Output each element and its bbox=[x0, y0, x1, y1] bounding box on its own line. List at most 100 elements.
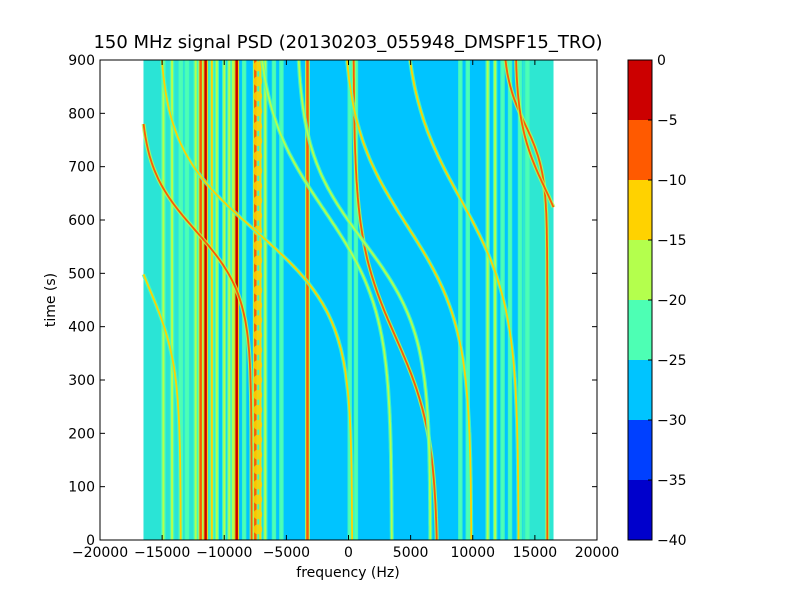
psd-bead bbox=[253, 330, 263, 341]
psd-bead bbox=[253, 375, 263, 385]
psd-bead bbox=[253, 345, 263, 356]
psd-bead bbox=[253, 389, 263, 400]
psd-bead bbox=[253, 419, 263, 430]
psd-line bbox=[272, 60, 275, 540]
psd-line bbox=[210, 60, 213, 540]
psd-line bbox=[466, 60, 469, 540]
colorbar-band bbox=[628, 60, 652, 120]
psd-line bbox=[348, 60, 351, 540]
psd-line bbox=[231, 60, 234, 540]
colorbar-band bbox=[628, 240, 652, 300]
psd-line bbox=[194, 60, 197, 540]
doppler-track bbox=[161, 60, 353, 540]
y-tick-label: 800 bbox=[68, 106, 95, 122]
colorbar-band bbox=[628, 420, 652, 480]
psd-bead bbox=[253, 449, 263, 460]
colorbar-band bbox=[628, 300, 652, 360]
colorbar-tick-label: −20 bbox=[657, 293, 687, 309]
psd-line bbox=[223, 60, 226, 540]
psd-line bbox=[228, 60, 231, 540]
psd-line bbox=[215, 60, 218, 540]
psd-line bbox=[518, 60, 521, 540]
doppler-track bbox=[142, 123, 253, 540]
y-tick-label: 500 bbox=[68, 266, 95, 282]
psd-line bbox=[199, 60, 202, 540]
psd-bead bbox=[253, 121, 263, 132]
x-tick-label: −10000 bbox=[196, 545, 252, 561]
doppler-track bbox=[352, 60, 438, 540]
psd-bead bbox=[253, 434, 263, 445]
psd-bead bbox=[253, 165, 263, 176]
psd-bead bbox=[253, 479, 263, 490]
psd-bead bbox=[253, 210, 263, 221]
psd-line bbox=[171, 60, 174, 540]
colorbar-band bbox=[628, 180, 652, 240]
x-axis-label: frequency (Hz) bbox=[296, 565, 399, 581]
doppler-track bbox=[261, 60, 393, 540]
doppler-track bbox=[515, 60, 555, 208]
y-tick-label: 0 bbox=[86, 533, 95, 549]
psd-bead bbox=[253, 61, 263, 72]
psd-line bbox=[243, 60, 246, 540]
psd-line bbox=[494, 60, 497, 540]
psd-bead bbox=[253, 195, 263, 206]
colorbar-tick-label: −15 bbox=[657, 233, 687, 249]
psd-bead bbox=[253, 524, 263, 535]
psd-line bbox=[306, 60, 309, 540]
psd-bead bbox=[253, 404, 263, 415]
psd-bead bbox=[253, 509, 263, 520]
psd-bead bbox=[253, 136, 263, 147]
psd-bead bbox=[253, 76, 263, 87]
psd-line bbox=[459, 60, 462, 540]
colorbar-tick-label: 0 bbox=[657, 53, 666, 69]
y-axis: 0 100 200 300 400 500 600 700 800 900 bbox=[68, 53, 597, 549]
psd-bead bbox=[253, 240, 263, 251]
x-tick-label: 5000 bbox=[393, 545, 429, 561]
y-tick-label: 300 bbox=[68, 373, 95, 389]
psd-line bbox=[280, 60, 283, 540]
colorbar-tick-label: −40 bbox=[657, 533, 687, 549]
doppler-track bbox=[142, 274, 182, 540]
psd-line bbox=[179, 60, 182, 540]
psd-bead bbox=[253, 285, 263, 296]
x-tick-label: 15000 bbox=[513, 545, 558, 561]
psd-line bbox=[235, 60, 238, 540]
x-tick-label: −5000 bbox=[263, 545, 310, 561]
doppler-track bbox=[297, 60, 432, 540]
psd-bead bbox=[253, 494, 263, 505]
y-tick-label: 200 bbox=[68, 426, 95, 442]
x-tick-label: 10000 bbox=[450, 545, 495, 561]
psd-bead bbox=[253, 464, 263, 475]
doppler-track bbox=[346, 60, 473, 540]
x-tick-label: 20000 bbox=[575, 545, 620, 561]
colorbar-band bbox=[628, 480, 652, 540]
colorbar: −40 −35 −30 −25 −20 −15 −10 −5 0 bbox=[627, 53, 687, 549]
psd-bead bbox=[253, 255, 263, 266]
psd-bead bbox=[253, 91, 263, 102]
colorbar-tick-label: −10 bbox=[657, 173, 687, 189]
psd-line bbox=[204, 60, 207, 540]
colorbar-tick-label: −35 bbox=[657, 473, 687, 489]
colorbar-tick-label: −30 bbox=[657, 413, 687, 429]
y-tick-label: 700 bbox=[68, 160, 95, 176]
y-tick-label: 600 bbox=[68, 213, 95, 229]
colorbar-tick-label: −5 bbox=[657, 113, 678, 129]
psd-bead bbox=[253, 180, 263, 191]
heatmap-layer bbox=[141, 60, 556, 540]
psd-bead bbox=[253, 315, 263, 326]
chart-title: 150 MHz signal PSD (20130203_055948_DMSP… bbox=[93, 32, 602, 53]
colorbar-tick-label: −25 bbox=[657, 353, 687, 369]
psd-bead bbox=[253, 300, 263, 311]
colorbar-band bbox=[628, 360, 652, 420]
psd-bead bbox=[253, 360, 263, 371]
psd-line bbox=[486, 60, 489, 540]
y-axis-label: time (s) bbox=[43, 273, 59, 327]
y-tick-label: 400 bbox=[68, 320, 95, 336]
psd-line bbox=[259, 60, 262, 540]
x-tick-label: −20000 bbox=[72, 545, 128, 561]
psd-line bbox=[264, 60, 267, 540]
doppler-track bbox=[504, 60, 549, 540]
x-tick-label: −15000 bbox=[134, 545, 190, 561]
psd-line bbox=[526, 60, 529, 540]
